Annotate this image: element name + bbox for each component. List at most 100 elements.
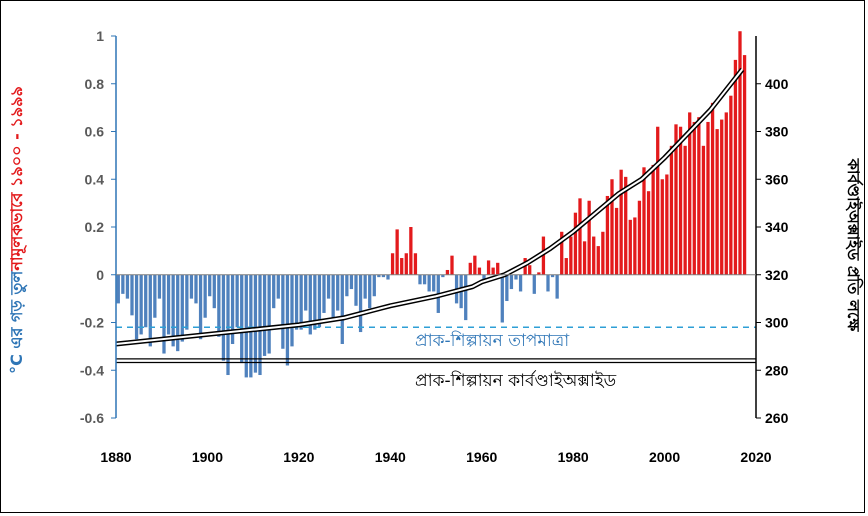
temperature-bar xyxy=(240,274,244,364)
temperature-bar xyxy=(299,274,303,330)
temperature-bar xyxy=(537,272,541,275)
temperature-bar xyxy=(587,200,591,275)
temperature-bar xyxy=(235,274,239,328)
temperature-bar xyxy=(692,121,696,275)
left-axis-label-red: নামূলকভাবে ১৯০০ - ১৯৯৯ xyxy=(7,86,28,272)
temperature-bar xyxy=(724,112,728,275)
temperature-bar xyxy=(400,258,404,275)
temperature-bar xyxy=(404,253,408,275)
temperature-bar xyxy=(381,274,386,278)
temperature-bar xyxy=(349,274,354,290)
temperature-bar xyxy=(180,274,184,342)
temperature-bar xyxy=(697,117,701,275)
temperature-bar xyxy=(477,267,482,275)
temperature-bar xyxy=(363,274,367,299)
temperature-bar xyxy=(253,274,258,373)
left-tick-label: 0.2 xyxy=(85,219,105,235)
temperature-bar xyxy=(194,274,198,304)
temperature-bar xyxy=(340,274,344,344)
temperature-bar xyxy=(624,176,628,275)
temperature-bar xyxy=(445,269,450,275)
temperature-bar xyxy=(610,179,614,275)
x-tick-label: 1940 xyxy=(375,449,406,465)
right-tick-label: 400 xyxy=(765,76,789,92)
temperature-bar xyxy=(528,265,532,275)
temperature-bar xyxy=(249,274,253,378)
axes: 1 0.8 0.6 0.4 0.2 0 -0.2 -0.4 -0.6 400 380 360 340 32… xyxy=(80,28,789,465)
temperature-bar xyxy=(304,274,308,311)
temperature-bar xyxy=(171,274,175,347)
temperature-bar xyxy=(678,126,683,275)
x-tick-label: 2000 xyxy=(649,449,680,465)
temperature-bar xyxy=(582,241,587,275)
temperature-bar xyxy=(418,274,422,285)
temperature-bar xyxy=(614,207,619,275)
temperature-bar xyxy=(473,255,477,275)
temperature-bar xyxy=(427,274,431,292)
temperature-bar xyxy=(153,274,157,318)
temperature-bar xyxy=(555,274,559,299)
temperature-bar xyxy=(317,274,322,328)
right-tick-label: 300 xyxy=(765,315,789,331)
temperature-bar xyxy=(665,174,669,275)
temperature-bar xyxy=(413,253,418,275)
temperature-bar xyxy=(409,227,413,275)
x-tick-label: 1980 xyxy=(558,449,589,465)
temperature-bar xyxy=(395,229,399,275)
left-tick-label: 0 xyxy=(96,267,104,283)
temperature-bar xyxy=(564,258,568,275)
right-axis-label: কার্বণ্ডাইঅক্সাইড প্রতি লক্ষে xyxy=(844,158,864,333)
temperature-bar xyxy=(518,274,523,292)
temperature-bar xyxy=(486,260,491,275)
preindustrial-co2-label: প্রাক-শিল্পায়ন কার্বণ্ডাইঅক্সাইড xyxy=(415,370,617,391)
temperature-bar xyxy=(162,274,166,354)
temperature-bar xyxy=(221,274,226,361)
temperature-bar xyxy=(144,274,148,328)
temperature-bar xyxy=(710,102,715,275)
temperature-bar xyxy=(738,31,742,275)
temperature-bar xyxy=(674,124,678,275)
temperature-bar xyxy=(491,267,495,275)
temperature-bar xyxy=(116,274,120,304)
left-tick-label: -0.2 xyxy=(80,315,104,331)
temperature-bar xyxy=(189,274,194,299)
temperature-bar xyxy=(733,59,738,275)
temperature-bar xyxy=(441,274,445,278)
right-tick-label: 260 xyxy=(765,410,789,426)
temperature-bar xyxy=(637,200,642,275)
temperature-bar xyxy=(354,274,358,306)
temperature-bar xyxy=(372,274,376,297)
left-tick-label: -0.4 xyxy=(80,362,104,378)
left-axis-label: °C এর গড় তুলনামূলকভাবে ১৯০০ - ১৯৯৯ xyxy=(7,86,28,374)
temperature-bar xyxy=(185,274,189,330)
temperature-bar xyxy=(331,274,335,318)
temperature-bar xyxy=(573,212,578,275)
preindustrial-temperature-label: প্রাক-শিল্পায়ন তাপমাত্রা xyxy=(415,330,570,351)
temperature-bar xyxy=(706,121,710,275)
temperature-bar xyxy=(605,195,610,275)
temperature-bar xyxy=(546,274,550,292)
temperature-bar xyxy=(688,112,692,275)
left-axis-label-blue: °C এর গড় তুল xyxy=(7,270,28,374)
temperature-bar xyxy=(729,95,733,275)
temperature-bar xyxy=(125,274,130,299)
temperature-bar xyxy=(148,274,152,347)
temperature-bar xyxy=(130,274,134,316)
temperature-bar xyxy=(532,274,536,294)
right-tick-label: 340 xyxy=(765,219,789,235)
temperature-bar xyxy=(742,55,747,275)
temperature-bar xyxy=(368,274,372,309)
right-tick-label: 280 xyxy=(765,362,789,378)
temperature-bar xyxy=(267,274,271,354)
temperature-bar xyxy=(422,274,427,285)
x-tick-label: 1960 xyxy=(466,449,497,465)
temperature-bar xyxy=(505,274,509,302)
temperature-bar xyxy=(596,246,600,275)
temperature-bar xyxy=(482,274,486,282)
temperature-bar xyxy=(326,274,331,299)
temperature-bar xyxy=(272,274,276,309)
temperature-bar xyxy=(464,274,468,321)
right-tick-label: 380 xyxy=(765,124,789,140)
temperature-bar xyxy=(560,231,564,275)
temperature-bar xyxy=(345,274,349,297)
